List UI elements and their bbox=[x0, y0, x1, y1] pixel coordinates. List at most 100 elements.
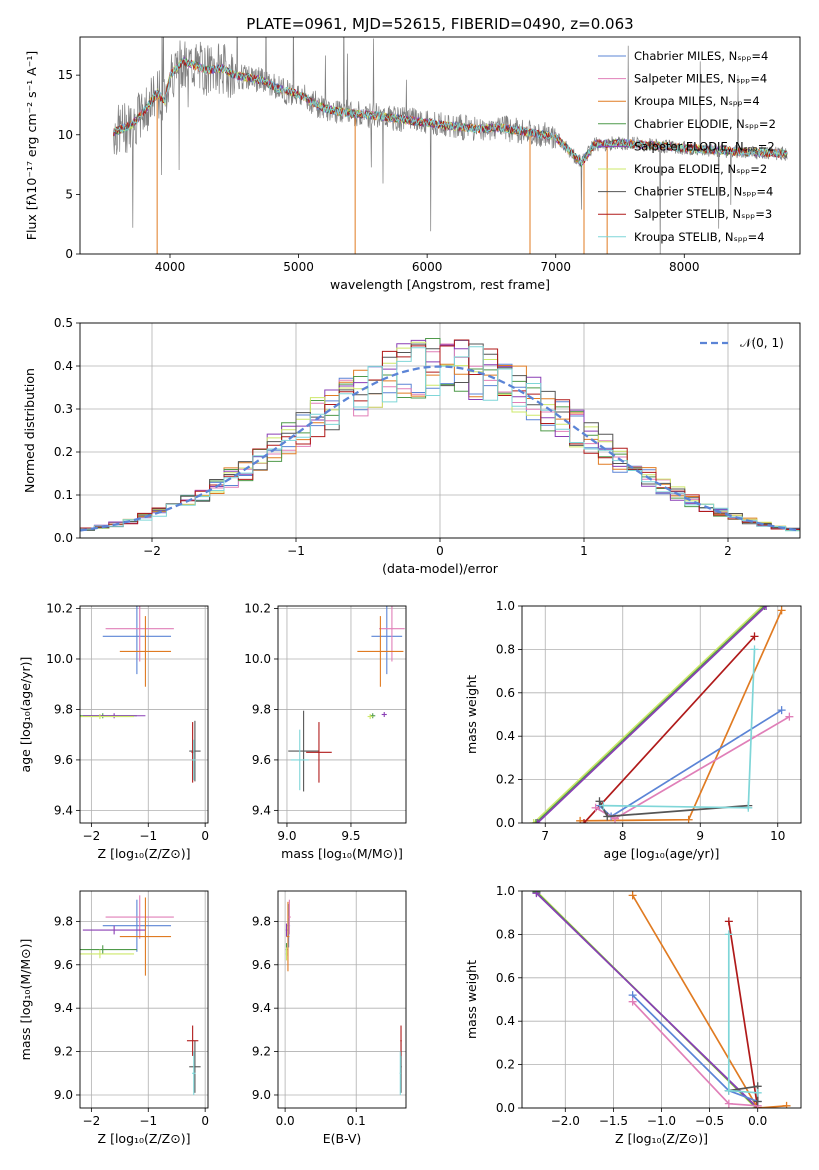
x-tick-label: 8000 bbox=[669, 260, 700, 274]
mass-weight-marker bbox=[744, 803, 753, 812]
y-tick-label: 9.4 bbox=[54, 1001, 73, 1015]
mass-vs-ebv-panel: 0.0 0.1 9.0 9.2 9.4 9.6 9.8 E(B-V) bbox=[252, 890, 407, 1146]
age-vs-mass-panel: 9.0 9.5 9.4 9.6 9.8 10.0 10.2 mass [log₁₀(M/M⊙)… bbox=[244, 602, 407, 861]
legend-entry: Chabrier MILES, Nₛₚₚ=4 bbox=[634, 49, 768, 63]
x-tick-label: 8 bbox=[619, 829, 627, 843]
y-tick-label: 10.2 bbox=[244, 602, 271, 616]
y-tick-label: 9.0 bbox=[252, 1088, 271, 1102]
x-tick-label: 0 bbox=[201, 1114, 209, 1128]
mass-weight-marker bbox=[785, 712, 794, 721]
mass-weight-marker bbox=[603, 812, 612, 821]
plot-area bbox=[80, 338, 800, 532]
mass-weight-marker bbox=[628, 997, 637, 1006]
axes-frame bbox=[79, 36, 801, 255]
mass-weight-marker bbox=[684, 815, 693, 823]
y-tick-label: 0 bbox=[65, 247, 73, 261]
mass-weight-vs-metallicity-panel: −2.0 −1.5 −1.0 −0.5 0.0 0.0 0.2 0.4 0.6 0.8 1.0 Z [… bbox=[464, 884, 802, 1146]
residuals-panel: −2 −1 0 1 2 0.0 0.1 0.2 0.3 0.4 0.5 (data-model)/er… bbox=[22, 316, 801, 576]
y-axis-label: Flux [fλ10⁻¹⁷ erg cm⁻² s⁻¹ A⁻¹] bbox=[24, 51, 39, 240]
x-tick-label: 0 bbox=[436, 544, 444, 558]
legend-entry: Kroupa MILES, Nₛₚₚ=4 bbox=[634, 94, 760, 108]
x-axis-label: Z [log₁₀(Z/Z⊙)] bbox=[98, 846, 191, 861]
plot-area bbox=[532, 891, 791, 1108]
mass-weight-line bbox=[603, 649, 756, 809]
x-tick-label: −1.5 bbox=[599, 1114, 628, 1128]
mass-weight-line bbox=[631, 894, 787, 1108]
axes-frame bbox=[79, 605, 209, 824]
y-tick-label: 9.4 bbox=[252, 1001, 271, 1015]
legend-entry: Salpeter MILES, Nₛₚₚ=4 bbox=[634, 72, 767, 86]
plot-area bbox=[288, 606, 405, 792]
mass-weight-marker bbox=[777, 606, 786, 615]
y-tick-label: 10.2 bbox=[46, 602, 73, 616]
mass-weight-vs-age-panel: 7 8 9 10 0.0 0.2 0.4 0.6 0.8 1.0 age [log₁₀(age/yr… bbox=[464, 599, 802, 861]
y-tick-label: 10.0 bbox=[244, 652, 271, 666]
x-axis-label: (data-model)/error bbox=[382, 561, 499, 576]
mass-weight-marker bbox=[529, 819, 538, 823]
x-tick-label: 9 bbox=[696, 829, 704, 843]
mass-weight-marker bbox=[532, 891, 541, 898]
age-vs-metallicity-panel: −2 −1 0 9.4 9.6 9.8 10.0 10.2 Z [log₁₀(Z/Z⊙)] age… bbox=[18, 602, 209, 861]
legend-entry: Salpeter STELIB, Nₛₚₚ=3 bbox=[634, 207, 772, 221]
y-axis-label: mass [log₁₀(M/M⊙)] bbox=[18, 939, 33, 1061]
y-tick-label: 0.2 bbox=[54, 445, 73, 459]
y-tick-label: 15 bbox=[58, 68, 73, 82]
y-tick-label: 0.5 bbox=[54, 316, 73, 330]
y-tick-label: 0.2 bbox=[496, 773, 515, 787]
mass-weight-marker bbox=[782, 1101, 791, 1108]
x-tick-label: 0.0 bbox=[748, 1114, 767, 1128]
plot-area bbox=[80, 895, 201, 1095]
y-axis-label: mass weight bbox=[464, 675, 479, 754]
y-tick-label: 9.6 bbox=[252, 958, 271, 972]
axes-frame bbox=[277, 605, 407, 824]
y-tick-label: 10 bbox=[58, 128, 73, 142]
x-tick-label: −2 bbox=[143, 544, 161, 558]
y-tick-label: 9.8 bbox=[252, 702, 271, 716]
x-axis-label: E(B-V) bbox=[323, 1131, 362, 1146]
y-tick-label: 10.0 bbox=[46, 652, 73, 666]
x-tick-label: −2 bbox=[83, 829, 101, 843]
x-tick-label: 7000 bbox=[540, 260, 571, 274]
y-tick-label: 0.4 bbox=[54, 359, 73, 373]
mass-weight-marker bbox=[750, 632, 759, 641]
x-tick-label: −2 bbox=[83, 1114, 101, 1128]
x-tick-label: 0.1 bbox=[347, 1114, 366, 1128]
mass-weight-line bbox=[727, 921, 759, 1108]
mass-weight-marker bbox=[628, 891, 637, 900]
y-tick-label: 9.2 bbox=[54, 1045, 73, 1059]
legend-entry: Kroupa ELODIE, Nₛₚₚ=2 bbox=[634, 162, 767, 176]
y-tick-label: 5 bbox=[65, 187, 73, 201]
mass-weight-marker bbox=[591, 803, 600, 812]
y-tick-label: 9.4 bbox=[54, 803, 73, 817]
mass-weight-line bbox=[595, 715, 790, 820]
y-tick-label: 9.8 bbox=[54, 914, 73, 928]
axes-frame bbox=[79, 322, 801, 539]
legend-entry: Kroupa STELIB, Nₛₚₚ=4 bbox=[634, 230, 765, 244]
normal-distribution-curve bbox=[80, 365, 800, 532]
x-axis-label: Z [log₁₀(Z/Z⊙)] bbox=[98, 1131, 191, 1146]
y-axis-label: Normed distribution bbox=[22, 368, 37, 493]
mass-vs-metallicity-panel: −2 −1 0 9.0 9.2 9.4 9.6 9.8 Z [log₁₀(Z/Z⊙)] mass … bbox=[18, 890, 209, 1146]
figure-title: PLATE=0961, MJD=52615, FIBERID=0490, z=0… bbox=[246, 15, 633, 33]
x-tick-label: −1 bbox=[287, 544, 305, 558]
x-tick-label: 5000 bbox=[283, 260, 314, 274]
spectrum-legend: Chabrier MILES, Nₛₚₚ=4 Salpeter MILES, Nₛ… bbox=[598, 49, 776, 244]
axes-frame bbox=[277, 890, 407, 1109]
y-tick-label: 0.6 bbox=[496, 971, 515, 985]
x-tick-label: 9.0 bbox=[277, 829, 296, 843]
y-tick-label: 9.4 bbox=[252, 803, 271, 817]
y-axis-label: age [log₁₀(age/yr)] bbox=[18, 657, 33, 773]
model-spectrum-line bbox=[113, 58, 788, 166]
plot-area bbox=[80, 606, 201, 783]
mass-weight-marker bbox=[599, 801, 608, 810]
y-tick-label: 0.2 bbox=[496, 1058, 515, 1072]
x-tick-label: 7 bbox=[541, 829, 549, 843]
mass-weight-marker bbox=[760, 606, 769, 610]
mass-weight-marker bbox=[576, 816, 585, 823]
y-tick-label: 0.4 bbox=[496, 729, 515, 743]
plot-area bbox=[529, 606, 794, 823]
x-tick-label: 10 bbox=[770, 829, 785, 843]
y-tick-label: 9.2 bbox=[252, 1045, 271, 1059]
mass-weight-line bbox=[536, 606, 767, 823]
spectrum-panel: 4000 5000 6000 7000 8000 0 5 10 15 wavelength [An… bbox=[24, 36, 801, 292]
